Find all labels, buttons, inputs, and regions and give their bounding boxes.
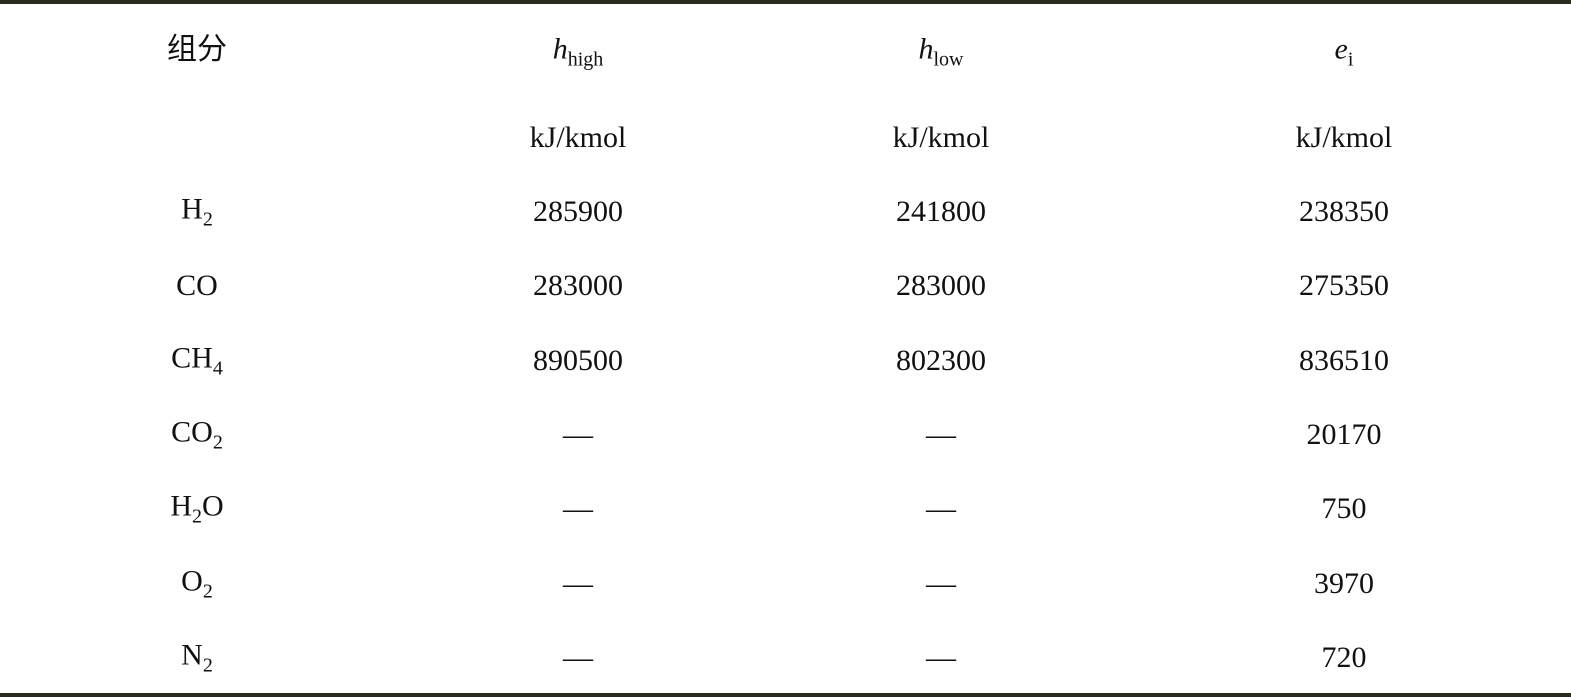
header-component: 组分 <box>167 32 227 67</box>
header-symbol: h <box>552 32 568 66</box>
table-cell-value: — <box>563 417 593 451</box>
header-subscript: high <box>567 48 604 71</box>
formula-text: H <box>170 489 192 523</box>
table-cell-value: 890500 <box>533 343 623 377</box>
formula-text: O <box>181 564 203 597</box>
header-subscript: i <box>1347 48 1354 71</box>
table-cell-value: 3970 <box>1314 566 1374 600</box>
table-cell-value: — <box>926 566 956 600</box>
component-formula: O2 <box>181 564 213 602</box>
component-formula: N2 <box>181 638 213 677</box>
table-bottom-rule <box>0 693 1571 697</box>
formula-subscript: 4 <box>212 357 223 380</box>
component-formula: H2O <box>170 489 224 528</box>
header-symbol: e <box>1334 32 1348 66</box>
table-cell-value: 720 <box>1321 640 1367 674</box>
table-cell-value: — <box>926 492 956 526</box>
component-formula: CH4 <box>171 341 223 380</box>
formula-subscript: 2 <box>202 654 213 677</box>
header-subscript: low <box>933 48 964 71</box>
formula-subscript: 2 <box>202 580 213 602</box>
table-cell-value: 750 <box>1321 492 1367 526</box>
table-cell-value: 283000 <box>533 269 623 303</box>
component-formula: CO2 <box>171 415 223 454</box>
header-e-i: ei <box>1334 32 1354 71</box>
table-cell-value: — <box>926 417 956 451</box>
table-cell-value: 285900 <box>533 195 623 228</box>
table-cell-value: — <box>563 492 593 526</box>
table-cell-value: 802300 <box>896 343 986 377</box>
table-cell-value: 20170 <box>1306 417 1382 451</box>
table-cell-value: — <box>926 640 956 674</box>
formula-text: N <box>181 638 203 672</box>
header-symbol: h <box>918 32 934 66</box>
header-unit: kJ/kmol <box>892 121 990 154</box>
table-cell-value: 238350 <box>1299 195 1389 228</box>
table-cell-value: 241800 <box>896 195 986 228</box>
formula-text: H <box>181 192 203 226</box>
table-cell-value: — <box>563 640 593 674</box>
table-top-rule <box>0 0 1571 4</box>
header-unit: kJ/kmol <box>529 121 627 154</box>
table-cell-value: 283000 <box>896 269 986 303</box>
formula-subscript: 2 <box>202 208 213 231</box>
header-h-high: hhigh <box>552 32 604 71</box>
component-formula: H2 <box>181 192 213 231</box>
table-cell-value: 836510 <box>1299 343 1389 377</box>
formula-text: CO <box>176 269 218 303</box>
formula-text: CH <box>171 341 213 375</box>
table-cell-value: 275350 <box>1299 269 1389 303</box>
formula-text: O <box>202 489 224 523</box>
component-formula: CO <box>176 271 218 301</box>
header-unit: kJ/kmol <box>1295 121 1393 154</box>
header-h-low: hlow <box>918 32 964 71</box>
table-cell-value: — <box>563 566 593 600</box>
formula-subscript: 2 <box>192 505 202 528</box>
formula-text: CO <box>171 415 213 449</box>
formula-subscript: 2 <box>212 431 223 454</box>
